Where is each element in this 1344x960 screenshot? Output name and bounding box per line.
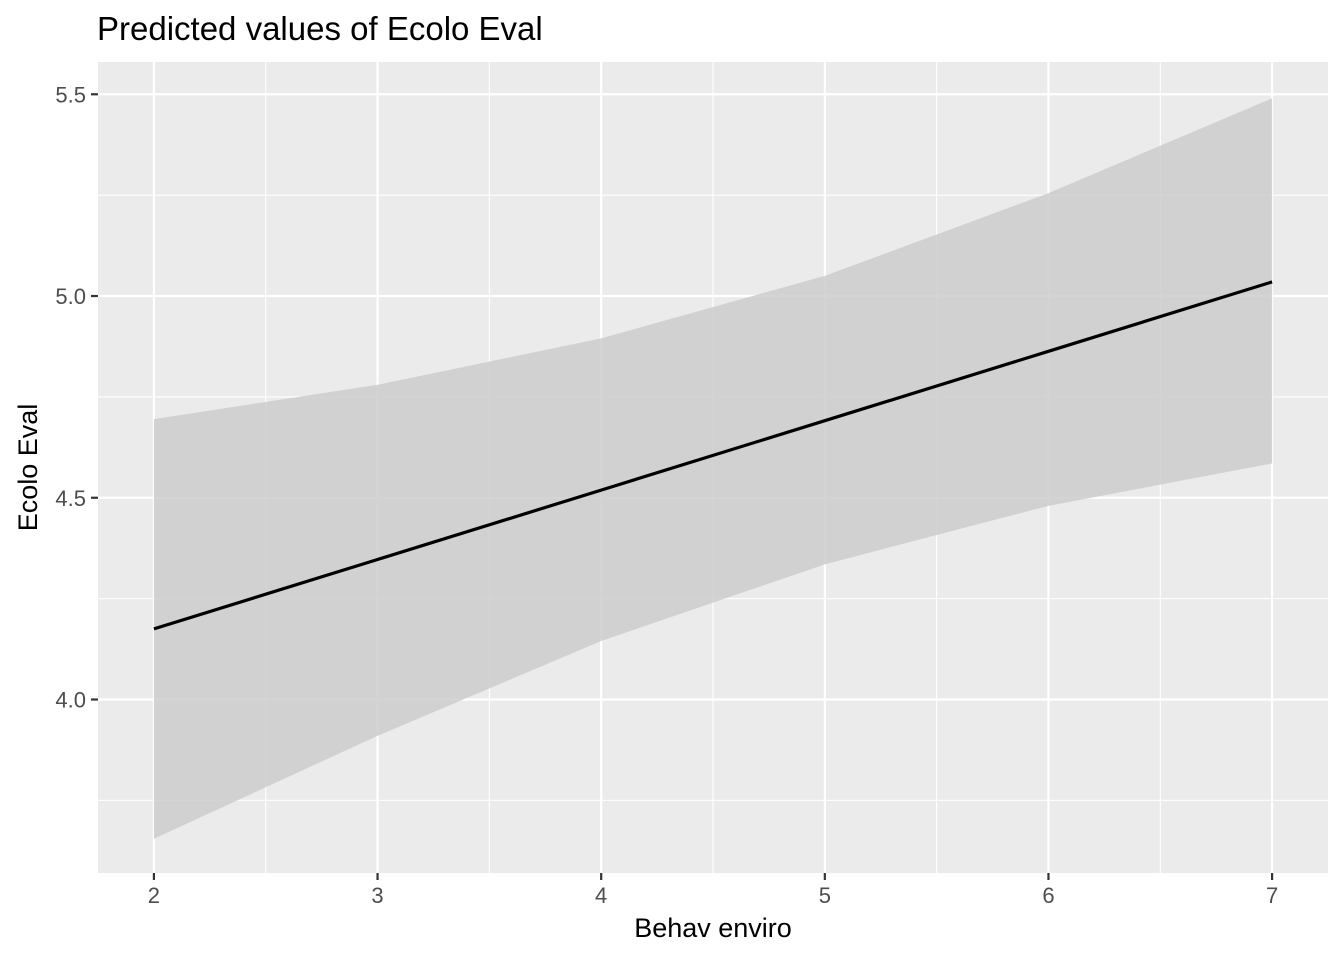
y-tick-label: 5.0 bbox=[55, 284, 86, 309]
x-tick-label: 5 bbox=[819, 883, 831, 908]
y-axis-title: Ecolo Eval bbox=[13, 404, 43, 532]
x-tick-label: 4 bbox=[595, 883, 607, 908]
y-tick-label: 5.5 bbox=[55, 82, 86, 107]
y-axis: 4.0 4.5 5.0 5.5 bbox=[55, 82, 98, 713]
y-tick-label: 4.5 bbox=[55, 486, 86, 511]
x-tick-label: 6 bbox=[1042, 883, 1054, 908]
prediction-line bbox=[153, 280, 1273, 631]
x-axis-title: Behav enviro bbox=[634, 913, 792, 943]
chart-title: Predicted values of Ecolo Eval bbox=[97, 10, 543, 47]
x-axis: 2 3 4 5 6 7 bbox=[148, 873, 1278, 908]
x-tick-label: 2 bbox=[148, 883, 160, 908]
confidence-band bbox=[153, 98, 1273, 839]
x-tick-label: 7 bbox=[1266, 883, 1278, 908]
x-tick-label: 3 bbox=[371, 883, 383, 908]
y-tick-label: 4.0 bbox=[55, 688, 86, 713]
